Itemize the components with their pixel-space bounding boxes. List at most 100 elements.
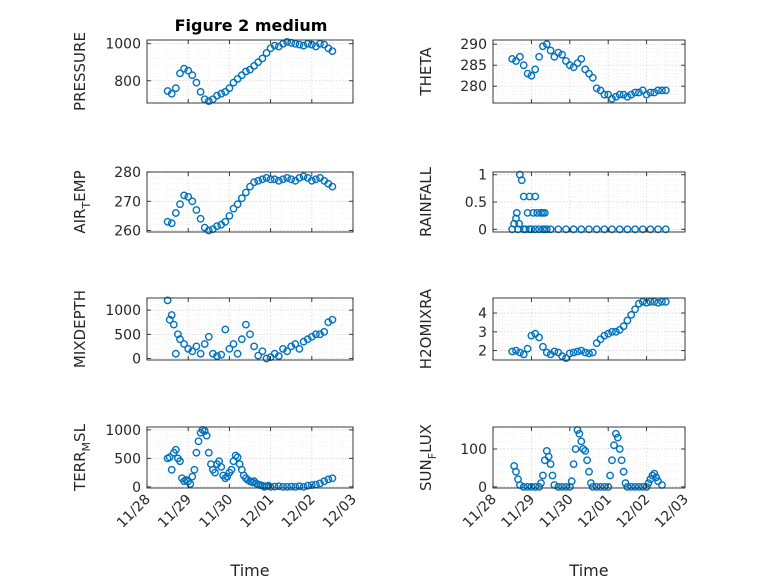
x-tick-label: 12/03 (320, 492, 360, 532)
data-point (250, 178, 259, 187)
data-point (283, 38, 291, 46)
data-point (600, 225, 609, 234)
data-point (619, 322, 628, 331)
data-point (192, 78, 201, 87)
data-point (542, 225, 551, 234)
data-point (588, 73, 597, 82)
data-point (171, 209, 180, 217)
subplot-terr_msl: 0 500 1000 11/28 11/29 11/30 12/01 12/02 12/03 Ti… (71, 423, 360, 580)
data-point (295, 173, 304, 182)
data-point (658, 86, 666, 95)
data-point (596, 482, 605, 491)
data-point (320, 327, 329, 336)
data-point (517, 176, 526, 185)
data-point (642, 90, 651, 99)
data-point (600, 482, 609, 491)
data-point (652, 473, 661, 482)
data-point (523, 69, 532, 78)
data-point (546, 460, 555, 468)
data-point (592, 482, 601, 491)
data-point (163, 217, 172, 226)
data-point (184, 192, 193, 201)
data-point (514, 225, 522, 234)
series-sun_flux (510, 426, 666, 491)
data-point (585, 225, 593, 234)
data-point (608, 94, 616, 103)
x-tick-label: 12/02 (279, 492, 319, 532)
y-label-subscript: T (80, 202, 93, 210)
data-point (270, 41, 279, 50)
data-point (540, 208, 549, 217)
y-label-subscript: M (80, 442, 93, 452)
data-point (192, 448, 201, 457)
data-point (303, 39, 312, 48)
y-tick-label: 0 (132, 352, 141, 368)
data-point (600, 90, 609, 99)
data-point (320, 477, 329, 486)
axes-frame (146, 297, 354, 361)
data-point (523, 344, 532, 353)
data-point (581, 65, 590, 74)
data-point (180, 191, 189, 200)
data-point (539, 342, 547, 351)
x-tick-label: 11/28 (114, 492, 154, 532)
data-point (311, 330, 320, 339)
data-point (600, 331, 609, 340)
data-point (612, 429, 620, 438)
data-point (171, 84, 180, 93)
data-point (612, 92, 620, 101)
data-point (608, 225, 616, 234)
data-point (512, 208, 521, 217)
data-point (176, 69, 184, 78)
data-point (606, 471, 614, 480)
data-point (303, 481, 312, 490)
data-point (623, 316, 632, 325)
data-point (635, 482, 643, 491)
data-point (562, 354, 570, 362)
data-point (171, 349, 180, 358)
x-tick-label: 12/03 (652, 492, 692, 532)
data-point (569, 225, 578, 234)
data-point (184, 66, 193, 75)
y-tick-label: 0.5 (465, 195, 487, 211)
data-point (227, 465, 236, 474)
data-point (588, 348, 597, 357)
data-point (627, 90, 636, 99)
data-point (237, 194, 246, 203)
data-point (617, 456, 626, 465)
axes-frame (492, 426, 686, 489)
data-point (167, 311, 176, 319)
data-point (567, 477, 576, 486)
data-point (211, 468, 219, 477)
subplot-air_temp: 260 270 280 AIRTEMP (71, 165, 354, 240)
data-point (316, 39, 324, 48)
y-label-main: H2OMIXRA (417, 288, 435, 369)
data-point (516, 348, 524, 357)
data-point (512, 467, 520, 476)
data-point (577, 346, 586, 355)
data-point (550, 52, 559, 61)
data-point (619, 467, 628, 476)
data-point (299, 482, 308, 491)
data-point (531, 225, 540, 234)
data-point (535, 482, 543, 491)
y-tick-label: 1000 (105, 423, 141, 439)
data-point (291, 39, 300, 48)
x-tick-label: 12/02 (614, 492, 654, 532)
y-tick-label: 270 (114, 194, 141, 210)
data-point (515, 219, 523, 228)
data-point (569, 348, 578, 357)
data-point (525, 192, 534, 201)
x-axis-label: Time (568, 561, 608, 580)
data-point (646, 297, 655, 306)
data-point (307, 176, 316, 185)
data-point (588, 482, 597, 491)
data-point (642, 482, 651, 491)
data-point (233, 453, 242, 462)
data-point (596, 86, 605, 95)
data-point (619, 90, 628, 99)
y-tick-label: 260 (114, 224, 141, 240)
data-point (176, 200, 184, 209)
data-point (279, 39, 287, 48)
